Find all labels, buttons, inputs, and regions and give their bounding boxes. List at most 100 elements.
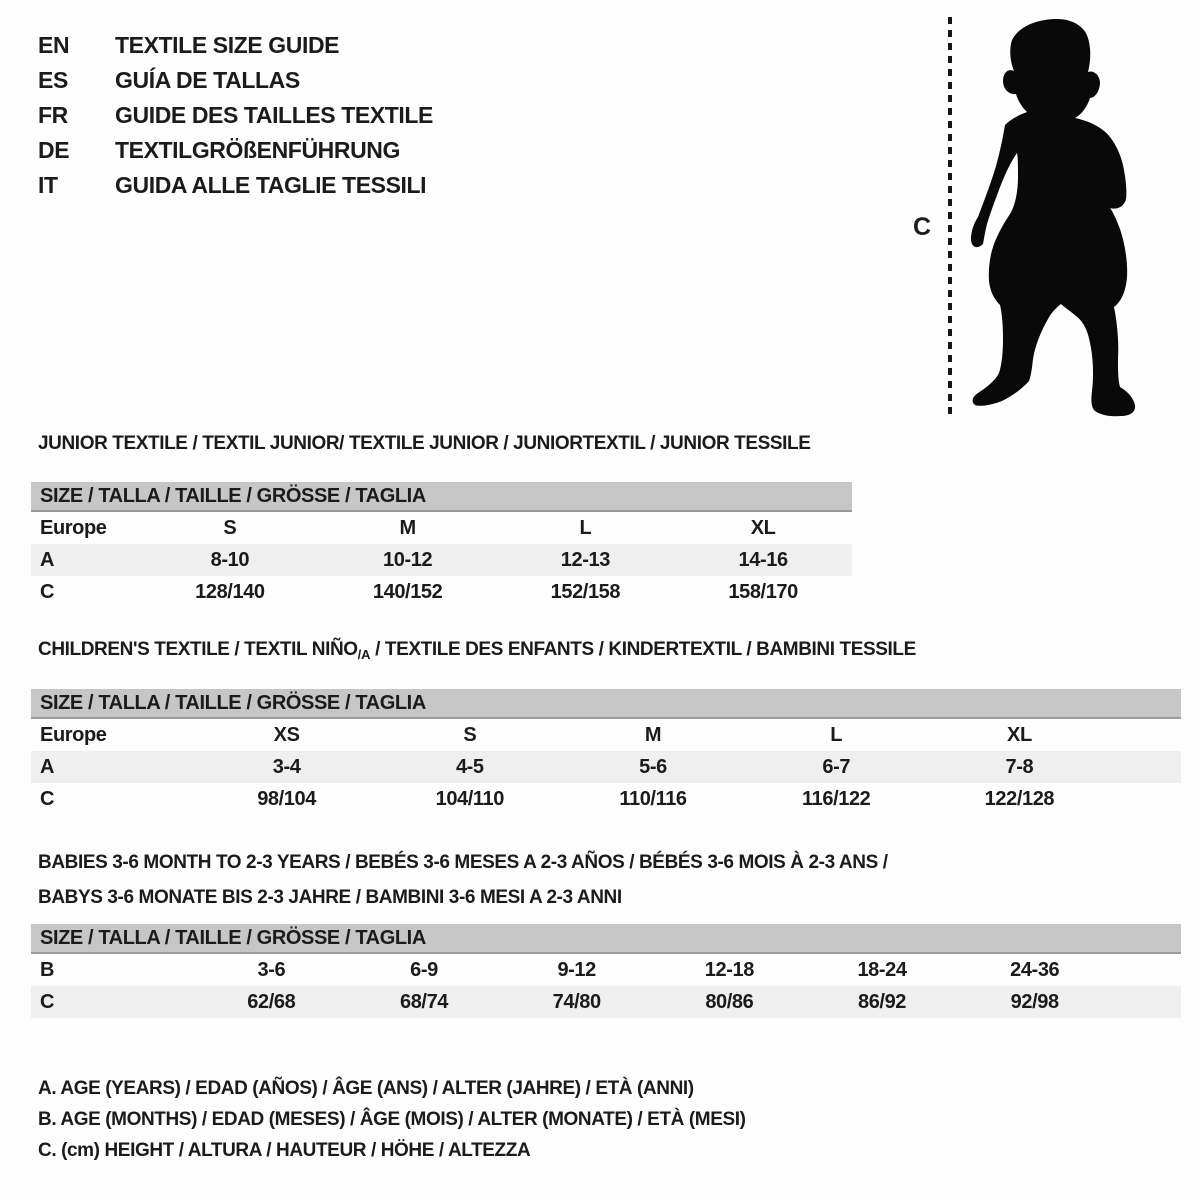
- table-row-sizes: Europe XS S M L XL: [31, 719, 1181, 751]
- row-cells: 128/140 140/152 152/158 158/170: [141, 581, 852, 604]
- children-title-pre: CHILDREN'S TEXTILE / TEXTIL NIÑO: [38, 639, 358, 660]
- guide-title: GUIDE DES TAILLES TEXTILE: [115, 102, 433, 128]
- height-cell: 140/152: [372, 580, 443, 603]
- row-label: A: [40, 548, 55, 571]
- age-cell: 4-5: [455, 755, 484, 778]
- language-row-it: IT GUIDA ALLE TAGLIE TESSILI: [38, 168, 433, 203]
- babies-title-line2: BABYS 3-6 MONATE BIS 2-3 JAHRE / BAMBINI…: [38, 887, 622, 908]
- row-cells: XS S M L XL: [195, 724, 1111, 747]
- row-cells: 3-4 4-5 5-6 6-7 7-8: [195, 756, 1111, 779]
- size-header-bar: SIZE / TALLA / TAILLE / GRÖSSE / TAGLIA: [31, 689, 1181, 719]
- row-cells: S M L XL: [141, 517, 852, 540]
- age-cell: 10-12: [383, 548, 433, 571]
- age-cell: 3-4: [272, 755, 301, 778]
- size-cell: M: [399, 516, 416, 539]
- language-code: ES: [38, 67, 68, 93]
- height-cell: 86/92: [857, 990, 907, 1013]
- height-dashed-line: [948, 17, 952, 416]
- language-code: FR: [38, 102, 68, 128]
- guide-title: GUÍA DE TALLAS: [115, 67, 300, 93]
- height-cell: 62/68: [247, 990, 296, 1013]
- toddler-silhouette-icon: [971, 19, 1136, 417]
- language-code: EN: [38, 32, 70, 58]
- table-row-months: B 3-6 6-9 9-12 12-18 18-24 24-36: [31, 954, 1181, 986]
- table-row-age: A 8-10 10-12 12-13 14-16: [31, 544, 852, 576]
- height-cell: 80/86: [705, 990, 754, 1013]
- size-header-bar: SIZE / TALLA / TAILLE / GRÖSSE / TAGLIA: [31, 482, 852, 512]
- children-section-title: CHILDREN'S TEXTILE / TEXTIL NIÑO/A / TEX…: [38, 638, 916, 667]
- height-cell: 98/104: [257, 787, 316, 810]
- guide-title: TEXTILE SIZE GUIDE: [115, 32, 340, 58]
- size-cell: S: [223, 516, 237, 539]
- height-cell: 152/158: [550, 580, 621, 603]
- age-cell: 6-7: [822, 755, 851, 778]
- junior-size-table: SIZE / TALLA / TAILLE / GRÖSSE / TAGLIA …: [31, 482, 852, 608]
- table-row-sizes: Europe S M L XL: [31, 512, 852, 544]
- language-row-de: DE TEXTILGRÖßENFÜHRUNG: [38, 133, 433, 168]
- legend-line-age-years: A. AGE (YEARS) / EDAD (AÑOS) / ÂGE (ANS)…: [38, 1078, 694, 1099]
- size-cell: S: [463, 723, 477, 746]
- babies-section-title: BABIES 3-6 MONTH TO 2-3 YEARS / BEBÉS 3-…: [38, 845, 888, 915]
- height-cell: 158/170: [728, 580, 798, 603]
- age-cell: 14-16: [738, 548, 789, 571]
- babies-size-table: SIZE / TALLA / TAILLE / GRÖSSE / TAGLIA …: [31, 924, 1181, 1018]
- language-title-list: EN TEXTILE SIZE GUIDE ES GUÍA DE TALLAS …: [38, 28, 433, 203]
- size-header-bar: SIZE / TALLA / TAILLE / GRÖSSE / TAGLIA: [31, 924, 1181, 954]
- size-cell: XS: [273, 723, 300, 746]
- measure-legend: A. AGE (YEARS) / EDAD (AÑOS) / ÂGE (ANS)…: [38, 1073, 746, 1166]
- size-cell: XL: [1007, 723, 1032, 746]
- height-cell: 92/98: [1010, 990, 1059, 1013]
- guide-title: GUIDA ALLE TAGLIE TESSILI: [115, 172, 427, 198]
- row-label: Europe: [40, 723, 107, 746]
- row-label: Europe: [40, 516, 107, 539]
- row-label: A: [40, 755, 55, 778]
- height-cell: 104/110: [435, 787, 505, 810]
- height-cell: 110/116: [619, 787, 687, 810]
- size-cell: XL: [750, 516, 776, 539]
- table-row-height: C 128/140 140/152 152/158 158/170: [31, 576, 852, 608]
- guide-title: TEXTILGRÖßENFÜHRUNG: [115, 137, 400, 163]
- height-cell: 74/80: [552, 990, 601, 1013]
- row-cells: 8-10 10-12 12-13 14-16: [141, 549, 852, 572]
- size-cell: L: [579, 516, 592, 539]
- months-cell: 9-12: [557, 958, 596, 981]
- size-cell: L: [830, 723, 843, 746]
- language-code: DE: [38, 137, 70, 163]
- language-row-en: EN TEXTILE SIZE GUIDE: [38, 28, 433, 63]
- children-size-table: SIZE / TALLA / TAILLE / GRÖSSE / TAGLIA …: [31, 689, 1181, 815]
- age-cell: 12-13: [560, 548, 611, 571]
- junior-section-title: JUNIOR TEXTILE / TEXTIL JUNIOR/ TEXTILE …: [38, 433, 811, 454]
- height-cell: 128/140: [195, 580, 265, 603]
- legend-line-height: C. (cm) HEIGHT / ALTURA / HAUTEUR / HÖHE…: [38, 1140, 531, 1161]
- height-cell: 68/74: [399, 990, 449, 1013]
- children-title-sub: /A: [357, 647, 371, 662]
- row-label: C: [40, 787, 55, 810]
- age-cell: 7-8: [1005, 755, 1034, 778]
- row-cells: 98/104 104/110 110/116 116/122 122/128: [195, 788, 1111, 811]
- language-row-fr: FR GUIDE DES TAILLES TEXTILE: [38, 98, 433, 133]
- height-cell: 116/122: [802, 787, 871, 810]
- months-cell: 12-18: [704, 958, 755, 981]
- height-measure-label: C: [913, 213, 931, 241]
- babies-title-line1: BABIES 3-6 MONTH TO 2-3 YEARS / BEBÉS 3-…: [38, 852, 888, 873]
- row-label: B: [40, 958, 55, 981]
- legend-line-age-months: B. AGE (MONTHS) / EDAD (MESES) / ÂGE (MO…: [38, 1109, 746, 1130]
- months-cell: 6-9: [410, 958, 438, 981]
- language-code: IT: [38, 172, 58, 198]
- table-row-height: C 62/68 68/74 74/80 80/86 86/92 92/98: [31, 986, 1181, 1018]
- months-cell: 18-24: [857, 958, 907, 981]
- row-label: C: [40, 580, 55, 603]
- age-cell: 5-6: [639, 755, 667, 778]
- height-cell: 122/128: [984, 787, 1055, 810]
- row-cells: 3-6 6-9 9-12 12-18 18-24 24-36: [195, 959, 1111, 982]
- language-row-es: ES GUÍA DE TALLAS: [38, 63, 433, 98]
- row-label: C: [40, 990, 55, 1013]
- months-cell: 24-36: [1010, 958, 1060, 981]
- months-cell: 3-6: [257, 958, 286, 981]
- children-title-post: / TEXTILE DES ENFANTS / KINDERTEXTIL / B…: [370, 639, 916, 660]
- size-cell: M: [644, 723, 662, 746]
- table-row-height: C 98/104 104/110 110/116 116/122 122/128: [31, 783, 1181, 815]
- row-cells: 62/68 68/74 74/80 80/86 86/92 92/98: [195, 991, 1111, 1014]
- age-cell: 8-10: [210, 548, 250, 571]
